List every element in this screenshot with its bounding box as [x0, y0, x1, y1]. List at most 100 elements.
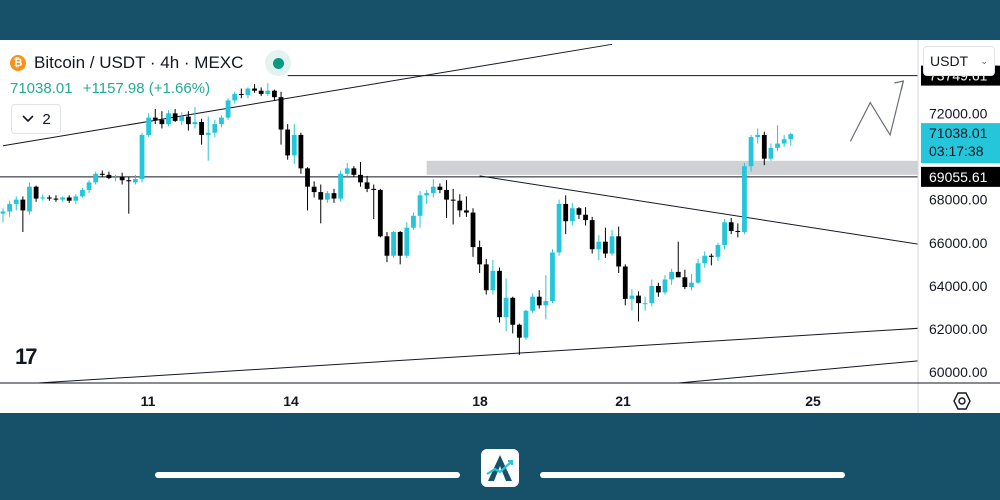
candle [166, 110, 171, 127]
candle [682, 269, 688, 290]
candle-body [331, 193, 337, 199]
candle-body [569, 208, 575, 222]
candle-body [106, 174, 112, 179]
candle [689, 274, 694, 291]
candle-body [775, 143, 780, 148]
projection-path [849, 80, 904, 142]
candle-body [73, 196, 79, 201]
candle-body [146, 117, 152, 135]
candle [576, 207, 582, 220]
candle [232, 91, 238, 104]
indicators-collapse-button[interactable]: 2 [11, 104, 61, 134]
y-tick-label: 62000.00 [929, 321, 988, 337]
settings-hex-icon[interactable] [952, 391, 972, 411]
x-tick-label: 11 [141, 393, 156, 409]
price-label-text: 69055.61 [929, 169, 988, 185]
candle-body [424, 193, 430, 196]
candle [13, 196, 19, 211]
candlestick-chart[interactable]: 72000.0070000.0068000.0066000.0064000.00… [0, 40, 1000, 413]
candle [536, 290, 542, 309]
candle [748, 134, 754, 172]
candle-body [7, 203, 13, 212]
candle-body [252, 88, 257, 91]
currency-select[interactable]: USDT ⌄ [923, 46, 995, 76]
candle [285, 124, 291, 160]
trendline-lower-channel [29, 327, 918, 383]
candle [669, 268, 675, 285]
candle-body [119, 176, 125, 181]
candle-body [80, 189, 85, 197]
candle-body [358, 174, 363, 183]
candle [80, 187, 85, 198]
candle-body [185, 116, 191, 125]
symbol-header[interactable]: ₿ Bitcoin / USDT · 4h · MEXC [10, 50, 292, 76]
candle [735, 223, 741, 238]
candle-body [457, 200, 463, 211]
symbol-title[interactable]: Bitcoin / USDT · 4h · MEXC [34, 53, 244, 72]
candle-body [550, 252, 555, 302]
candle [523, 309, 529, 340]
candle [490, 260, 496, 295]
candle-body [662, 279, 668, 293]
candle [364, 175, 370, 193]
last-price: 71038.01 [10, 80, 73, 97]
candle [642, 296, 648, 311]
candle [20, 196, 26, 232]
chart-panel[interactable]: 72000.0070000.0068000.0066000.0064000.00… [0, 40, 1000, 413]
candle-body [0, 211, 6, 214]
candle [450, 188, 456, 225]
candle [146, 113, 152, 138]
candle-body [616, 236, 622, 267]
market-status-indicator[interactable] [265, 50, 292, 76]
candle-body [404, 227, 410, 256]
candle [636, 291, 641, 322]
brand-logo-mark [486, 455, 513, 481]
resistance-zone [426, 160, 918, 175]
candle [556, 199, 562, 256]
candle [483, 258, 489, 295]
candle-body [225, 100, 231, 118]
candle [291, 124, 297, 165]
candle-body [728, 222, 734, 231]
candle-body [258, 90, 264, 94]
price-label-bg [921, 166, 1000, 187]
x-tick-label: 25 [805, 393, 821, 409]
price-change: +1157.98 (+1.66%) [82, 80, 211, 97]
candle-body [781, 139, 787, 144]
candle [258, 87, 264, 97]
candle [113, 174, 118, 182]
tradingview-logo-icon[interactable]: 17 [15, 344, 38, 369]
candle [411, 212, 416, 230]
y-tick-label: 68000.00 [929, 192, 988, 208]
candle-body [655, 285, 661, 293]
candle [530, 293, 535, 313]
candle-body [510, 297, 516, 325]
candle [331, 188, 337, 203]
candle [344, 162, 350, 179]
candle [377, 188, 383, 238]
candle [185, 111, 191, 131]
candle [46, 195, 52, 201]
candle [179, 112, 185, 126]
x-tick-label: 18 [472, 393, 488, 409]
candle [596, 235, 602, 261]
candle-body [530, 296, 535, 311]
y-tick-label: 66000.00 [929, 235, 988, 251]
candle-body [245, 88, 251, 96]
candle-body [636, 295, 641, 304]
candle [99, 170, 105, 177]
candle-body [27, 186, 32, 212]
candle [53, 195, 59, 202]
candle [589, 216, 595, 254]
candle-body [232, 93, 238, 101]
candle [503, 278, 509, 332]
candle [27, 182, 32, 215]
currency-value: USDT [930, 53, 969, 69]
price-label-bg [921, 123, 1000, 164]
x-tick-label: 21 [615, 393, 631, 409]
candle-body [576, 208, 582, 215]
candle-body [305, 168, 310, 187]
candle-body [391, 231, 396, 256]
candle-body [444, 189, 449, 200]
candle [225, 98, 231, 120]
